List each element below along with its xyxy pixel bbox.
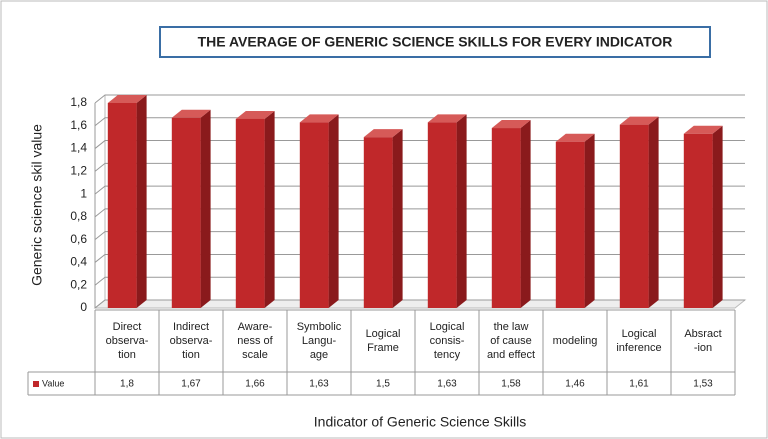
- value-label: 1,63: [437, 379, 457, 390]
- bar-side: [648, 116, 659, 308]
- chart-title: THE AVERAGE OF GENERIC SCIENCE SKILLS FO…: [198, 34, 673, 50]
- bar-side: [584, 133, 595, 308]
- value-label: 1,46: [565, 379, 585, 390]
- bar-top: [363, 129, 403, 138]
- bar-top: [171, 109, 211, 118]
- x-tick-label: Logical consis-tency: [430, 321, 465, 361]
- x-tick-label: Symbolic Langu-age: [297, 321, 342, 361]
- bar: [555, 141, 585, 308]
- bar-top: [235, 110, 275, 119]
- grid-line: [94, 94, 745, 104]
- x-tick-label: the law of cause and effect: [487, 321, 535, 361]
- bar-side: [200, 109, 211, 308]
- bar-side: [392, 129, 403, 308]
- y-tick-label: 0: [80, 300, 87, 314]
- bar: [171, 117, 201, 308]
- value-label: 1,5: [376, 379, 390, 390]
- y-tick-label: 1,6: [70, 118, 87, 132]
- y-tick-label: 0,6: [70, 232, 87, 246]
- value-label: 1,67: [181, 379, 201, 390]
- bar: [683, 133, 713, 308]
- grid-line: [94, 162, 745, 172]
- legend-swatch: [33, 381, 39, 387]
- bar: [299, 122, 329, 308]
- bar-side: [264, 110, 275, 308]
- x-tick-label: Aware-ness of scale: [237, 321, 273, 361]
- grid-line: [94, 185, 745, 195]
- bar: [235, 118, 265, 308]
- y-tick-label: 1: [80, 186, 87, 200]
- bar: [363, 137, 393, 308]
- y-axis-label: Generic science skil value: [29, 124, 45, 286]
- bar-side: [712, 125, 723, 308]
- grid-line: [94, 117, 745, 127]
- grid-line: [94, 208, 745, 218]
- bar: [491, 128, 521, 308]
- legend-label: Value: [42, 378, 64, 388]
- bar-top: [555, 133, 595, 142]
- grid-line: [94, 140, 745, 149]
- value-label: 1,61: [629, 379, 649, 390]
- bar: [619, 124, 649, 308]
- x-tick-label: modeling: [553, 335, 598, 347]
- bar-side: [136, 95, 147, 308]
- bar-top: [619, 116, 659, 125]
- value-label: 1,53: [693, 379, 713, 390]
- bar-side: [456, 114, 467, 308]
- grid-line: [94, 231, 745, 241]
- y-tick-label: 0,8: [70, 209, 87, 223]
- title-box: [159, 26, 711, 58]
- value-label: 1,58: [501, 379, 521, 390]
- bar-top: [427, 114, 467, 123]
- bar: [427, 122, 457, 308]
- value-label: 1,66: [245, 379, 265, 390]
- x-tick-label: Indirect observa-tion: [170, 321, 213, 361]
- x-tick-label: Direct observa-tion: [106, 321, 149, 361]
- bar-top: [299, 114, 339, 123]
- y-tick-label: 1,4: [70, 141, 87, 155]
- y-tick-label: 0,2: [70, 277, 87, 291]
- value-label: 1,8: [120, 379, 134, 390]
- y-tick-label: 1,2: [70, 164, 87, 178]
- x-tick-label: Logical Frame: [366, 328, 401, 354]
- y-tick-label: 0,4: [70, 255, 87, 269]
- y-tick-label: 1,8: [70, 95, 87, 109]
- bar-top: [107, 95, 147, 103]
- bar-side: [328, 114, 339, 308]
- value-label: 1,63: [309, 379, 329, 390]
- bar-side: [520, 120, 531, 308]
- grid-line: [94, 276, 745, 286]
- bar-top: [683, 125, 723, 134]
- bar: [107, 103, 137, 308]
- grid-line: [94, 299, 745, 309]
- grid-line: [94, 253, 745, 263]
- bar-top: [491, 120, 531, 129]
- x-axis-label: Indicator of Generic Science Skills: [314, 414, 526, 430]
- x-tick-label: Logical inference: [616, 328, 661, 354]
- x-tick-label: Absract -ion: [684, 328, 721, 354]
